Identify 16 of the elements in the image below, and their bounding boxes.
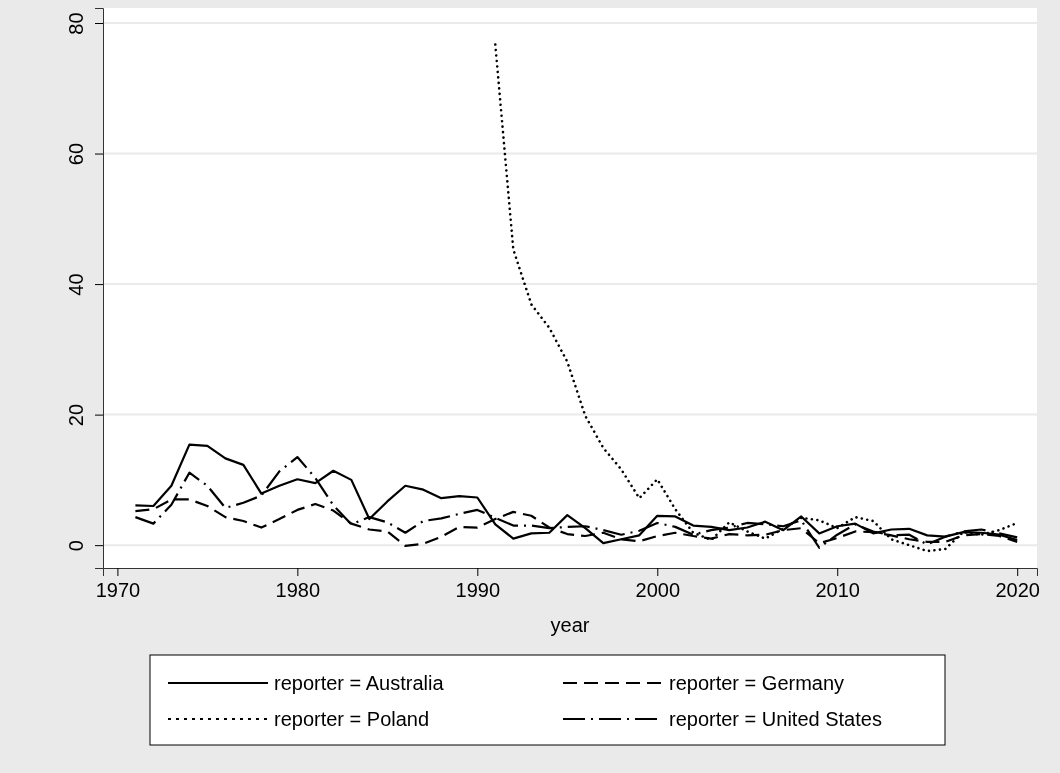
y-tick-label: 0	[65, 540, 87, 552]
y-tick-label: 80	[65, 12, 87, 35]
legend-label: reporter = United States	[669, 708, 882, 730]
legend-label: reporter = Poland	[274, 708, 430, 730]
x-tick-label: 1990	[455, 579, 501, 601]
legend-label: reporter = Australia	[274, 672, 445, 694]
x-tick-label: 2020	[995, 579, 1040, 601]
y-tick-label: 20	[65, 404, 87, 427]
x-tick-label: 1980	[275, 579, 321, 601]
x-tick-label: 2000	[635, 579, 681, 601]
y-tick-label: 40	[65, 273, 87, 296]
y-tick-label: 60	[65, 142, 87, 166]
legend-label: reporter = Germany	[669, 672, 845, 694]
x-tick-label: 2010	[815, 579, 860, 601]
x-tick-label: 1970	[95, 579, 141, 601]
x-axis-title: year	[550, 614, 590, 636]
